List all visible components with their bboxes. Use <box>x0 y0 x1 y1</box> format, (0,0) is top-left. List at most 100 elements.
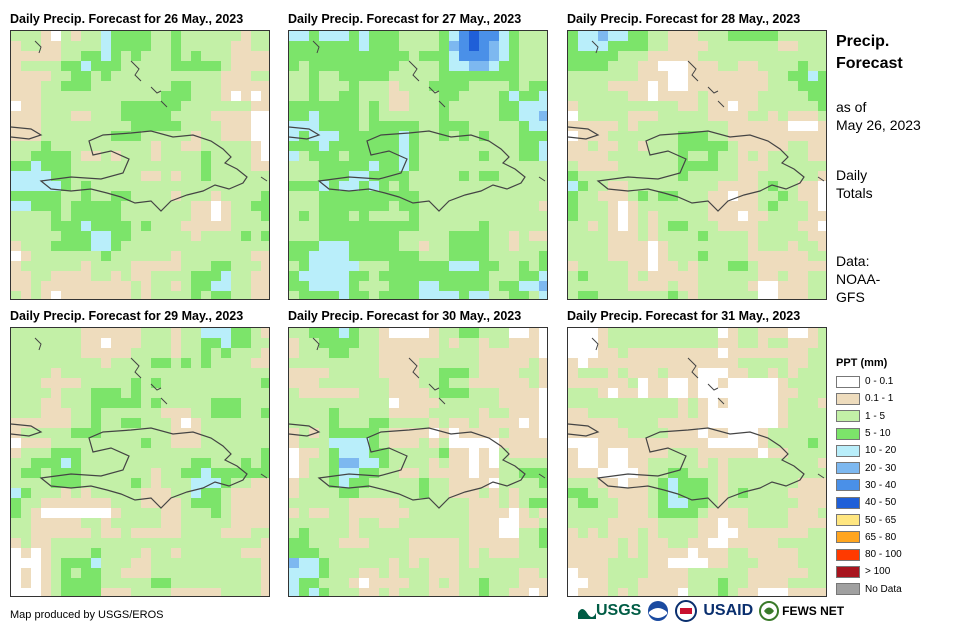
precip-cell <box>221 458 231 468</box>
precip-cell <box>459 548 469 558</box>
precip-cell <box>41 151 51 161</box>
precip-cell <box>718 418 728 428</box>
precip-cell <box>399 398 409 408</box>
precip-cell <box>369 398 379 408</box>
precip-cell <box>509 498 519 508</box>
precip-cell <box>211 478 221 488</box>
precip-cell <box>379 71 389 81</box>
precip-cell <box>41 508 51 518</box>
precip-cell <box>509 31 519 41</box>
precip-cell <box>738 91 748 101</box>
precip-cell <box>161 141 171 151</box>
precip-cell <box>211 261 221 271</box>
precip-cell <box>439 231 449 241</box>
precip-cell <box>91 141 101 151</box>
precip-cell <box>519 161 529 171</box>
precip-cell <box>369 368 379 378</box>
precip-cell <box>409 468 419 478</box>
precip-cell <box>808 378 818 388</box>
precip-cell <box>319 438 329 448</box>
precip-cell <box>469 528 479 538</box>
precip-cell <box>21 51 31 61</box>
precip-cell <box>648 368 658 378</box>
precip-cell <box>788 588 798 596</box>
precip-cell <box>778 201 788 211</box>
usgs-logo-text: USGS <box>596 602 642 619</box>
precip-cell <box>329 121 339 131</box>
precip-cell <box>51 41 61 51</box>
precip-cell <box>668 478 678 488</box>
precip-cell <box>241 348 251 358</box>
precip-cell <box>509 241 519 251</box>
precip-cell <box>688 121 698 131</box>
precip-cell <box>678 61 688 71</box>
precip-cell <box>818 358 826 368</box>
precip-cell <box>11 151 21 161</box>
precip-cell <box>171 221 181 231</box>
precip-cell <box>221 578 231 588</box>
precip-cell <box>539 328 547 338</box>
precip-cell <box>459 388 469 398</box>
precip-cell <box>608 171 618 181</box>
precip-cell <box>61 508 71 518</box>
precip-cell <box>688 161 698 171</box>
precip-cell <box>459 111 469 121</box>
precip-cell <box>71 348 81 358</box>
precip-cell <box>489 81 499 91</box>
precip-cell <box>171 448 181 458</box>
precip-cell <box>31 458 41 468</box>
precip-cell <box>21 348 31 358</box>
precip-cell <box>748 291 758 299</box>
precip-cell <box>211 111 221 121</box>
precip-cell <box>101 191 111 201</box>
precip-cell <box>738 51 748 61</box>
precip-cell <box>648 388 658 398</box>
precip-cell <box>628 31 638 41</box>
precip-cell <box>191 388 201 398</box>
precip-cell <box>251 358 261 368</box>
precip-cell <box>171 71 181 81</box>
precip-cell <box>191 398 201 408</box>
precip-cell <box>678 271 688 281</box>
precip-cell <box>171 131 181 141</box>
precip-cell <box>181 291 191 299</box>
precip-cell <box>379 251 389 261</box>
precip-cell <box>539 71 547 81</box>
precip-cell <box>111 558 121 568</box>
precip-cell <box>758 538 768 548</box>
precip-cell <box>261 101 269 111</box>
precip-cell <box>469 588 479 596</box>
precip-cell <box>41 368 51 378</box>
legend-item: 10 - 20 <box>836 442 902 459</box>
precip-cell <box>668 251 678 261</box>
precip-cell <box>41 438 51 448</box>
precip-cell <box>479 201 489 211</box>
precip-cell <box>211 221 221 231</box>
precip-cell <box>369 498 379 508</box>
precip-cell <box>628 338 638 348</box>
hispaniola-outline <box>596 427 805 509</box>
precip-cell <box>161 458 171 468</box>
precip-cell <box>808 338 818 348</box>
precip-cell <box>748 181 758 191</box>
precip-cell <box>728 281 738 291</box>
precip-cell <box>379 478 389 488</box>
precip-cell <box>519 328 529 338</box>
precip-cell <box>798 51 808 61</box>
precip-cell <box>748 121 758 131</box>
precip-cell <box>658 398 668 408</box>
precip-cell <box>251 468 261 478</box>
precip-cell <box>578 388 588 398</box>
precip-cell <box>638 398 648 408</box>
precip-cell <box>191 71 201 81</box>
precip-cell <box>91 448 101 458</box>
precip-cell <box>181 368 191 378</box>
precip-cell <box>289 231 299 241</box>
precip-cell <box>299 61 309 71</box>
precip-cell <box>161 51 171 61</box>
precip-cell <box>201 588 211 596</box>
precip-cell <box>51 348 61 358</box>
precip-cell <box>181 51 191 61</box>
precip-cell <box>539 131 547 141</box>
precip-cell <box>489 271 499 281</box>
